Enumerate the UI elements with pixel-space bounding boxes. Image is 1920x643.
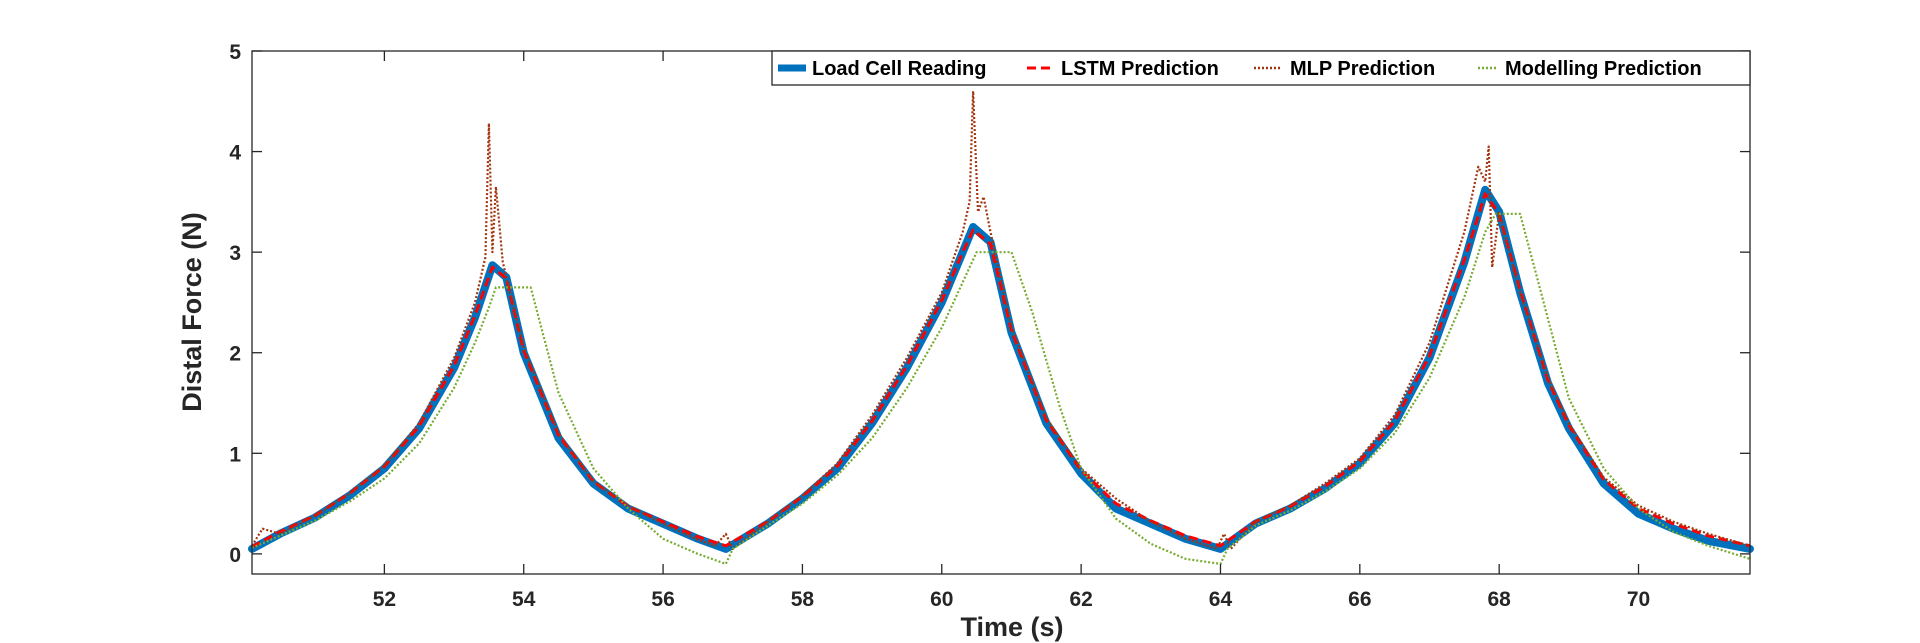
legend-box [771, 50, 1751, 86]
x-tick-label: 58 [791, 588, 815, 611]
series-line-1 [251, 192, 1751, 549]
series-line-2 [251, 90, 1751, 550]
legend: Load Cell Reading LSTM Prediction MLP Pred… [771, 50, 1751, 86]
y-tick-label: 5 [229, 41, 241, 64]
y-tick-label: 3 [229, 242, 241, 265]
y-tick-label: 0 [229, 544, 241, 567]
x-tick-label: 56 [651, 588, 674, 611]
x-tick-label: 54 [512, 588, 536, 611]
legend-label-0: Load Cell Reading [812, 58, 986, 80]
x-axis-title: Time (s) [960, 612, 1063, 642]
x-tick-label: 70 [1627, 588, 1650, 611]
x-tick-label: 52 [373, 588, 396, 611]
x-tick-label: 60 [930, 588, 953, 611]
x-axis: 52 54 56 58 60 62 64 66 68 70 [373, 51, 1650, 611]
legend-label-2: MLP Prediction [1290, 58, 1435, 80]
x-tick-label: 62 [1069, 588, 1092, 611]
y-tick-label: 1 [229, 443, 241, 466]
x-tick-label: 68 [1487, 588, 1511, 611]
series-line-0 [248, 185, 1754, 553]
legend-label-1: LSTM Prediction [1061, 58, 1219, 80]
series-line-3 [251, 212, 1751, 565]
x-tick-label: 66 [1348, 588, 1371, 611]
y-axis: 0 1 2 3 4 5 [229, 41, 1750, 567]
y-tick-label: 4 [229, 142, 241, 165]
x-tick-label: 64 [1209, 588, 1233, 611]
y-axis-title: Distal Force (N) [177, 212, 207, 412]
legend-label-3: Modelling Prediction [1505, 58, 1702, 80]
series-layer [248, 90, 1754, 565]
y-tick-label: 2 [229, 343, 241, 366]
